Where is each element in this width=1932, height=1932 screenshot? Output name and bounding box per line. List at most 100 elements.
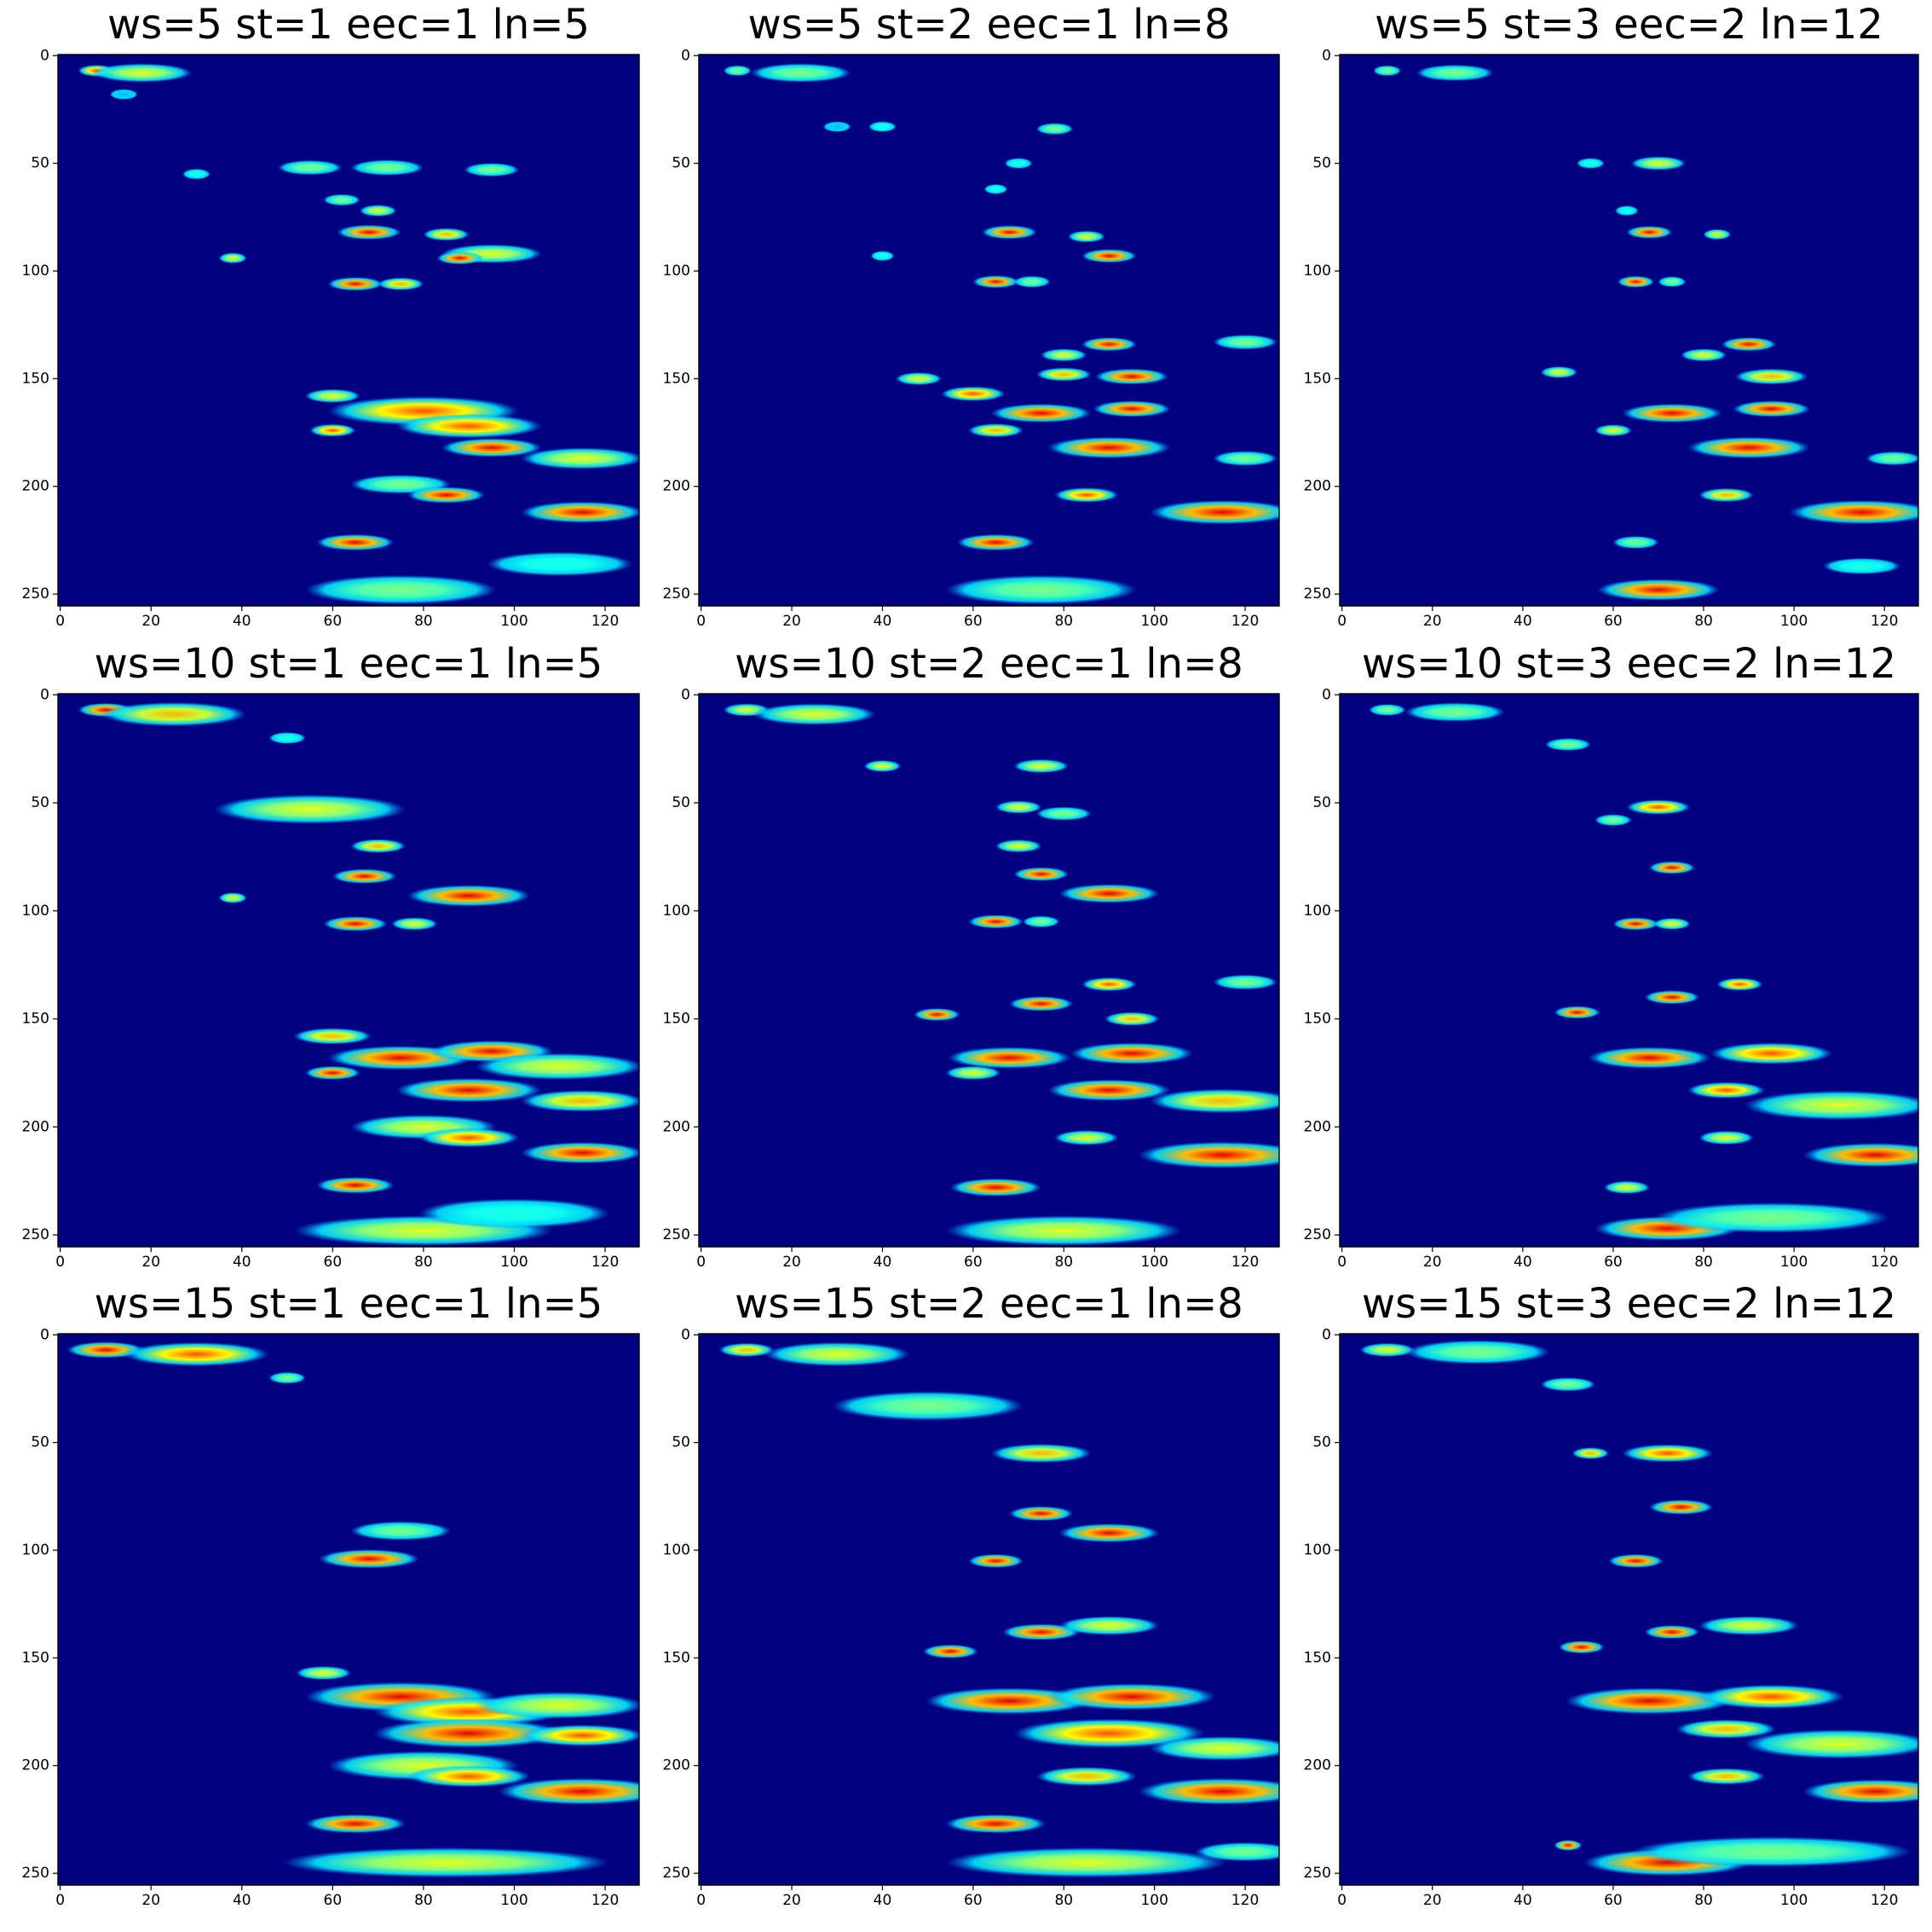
heat-spot: [1680, 349, 1727, 362]
x-tick-label: 0: [55, 1254, 65, 1271]
heat-spot: [332, 868, 397, 884]
y-tick-label: 150: [1304, 1649, 1331, 1666]
heat-spot: [316, 1177, 395, 1194]
heat-spot: [1149, 1736, 1279, 1761]
x-tick-label: 80: [414, 1254, 433, 1271]
heat-spot: [1053, 1130, 1119, 1145]
heat-spot: [100, 701, 247, 727]
y-tick-label: 250: [22, 1226, 49, 1243]
x-tick-label: 80: [1694, 613, 1713, 630]
heat-spot: [1614, 205, 1639, 216]
y-tick-label: 0: [40, 47, 49, 64]
heat-spot: [1698, 1616, 1800, 1635]
heat-spot: [1558, 1641, 1606, 1654]
y-tick-label: 200: [1304, 1757, 1331, 1774]
axes-frame: [698, 1333, 1280, 1886]
heat-spot: [1093, 401, 1171, 418]
heat-spot: [1404, 702, 1506, 722]
heat-spot: [407, 1765, 531, 1788]
heat-spot: [1008, 1506, 1074, 1521]
heat-spot: [1565, 1687, 1734, 1715]
x-tick-label: 100: [1140, 1254, 1168, 1271]
heat-spot: [1213, 451, 1278, 466]
axes-frame: [57, 54, 640, 607]
heat-spot: [520, 1724, 639, 1746]
y-tick-label: 200: [1304, 1118, 1331, 1135]
x-tick-label: 20: [141, 1892, 160, 1909]
axes-frame: [1339, 54, 1919, 607]
y-tick-label: 200: [663, 478, 690, 495]
heat-spot: [1698, 1130, 1755, 1145]
heatmap-cells: [723, 63, 1279, 605]
x-tick-label: 120: [1871, 1254, 1898, 1271]
y-tick-label: 250: [663, 1865, 690, 1882]
axes-frame: [1339, 693, 1919, 1248]
heat-spot: [304, 389, 360, 403]
x-tick-label: 80: [1054, 1892, 1073, 1909]
heat-spot: [1047, 1079, 1171, 1101]
heat-spot: [1648, 1499, 1714, 1515]
heat-spot: [972, 275, 1019, 289]
heat-spot: [1658, 276, 1687, 287]
heat-spot: [822, 121, 851, 132]
panel-title: ws=10 st=3 eec=2 ln=12: [1362, 640, 1896, 688]
x-tick-label: 80: [414, 613, 433, 630]
heat-spot: [1630, 1837, 1912, 1867]
heat-spot: [182, 168, 211, 180]
heat-spot: [304, 1065, 360, 1081]
panel-title: ws=5 st=2 eec=1 ln=8: [747, 1, 1230, 49]
heat-spot: [318, 1548, 420, 1569]
x-tick-label: 20: [1423, 1254, 1442, 1271]
heat-spot: [1687, 1768, 1766, 1785]
heat-spot: [123, 1341, 270, 1367]
x-tick-label: 0: [1337, 1254, 1347, 1271]
y-tick-label: 0: [1322, 1326, 1331, 1343]
x-tick-label: 60: [964, 1254, 983, 1271]
y-tick-label: 250: [663, 585, 690, 603]
heat-spot: [1721, 337, 1777, 352]
heat-spot: [718, 1342, 775, 1358]
y-tick-label: 0: [40, 686, 49, 703]
y-tick-label: 150: [22, 370, 49, 387]
y-tick-label: 150: [1304, 1011, 1331, 1028]
heat-spot: [1058, 1616, 1160, 1635]
heat-spot: [1013, 758, 1070, 774]
heat-spot: [1617, 275, 1655, 288]
y-tick-label: 150: [663, 1649, 690, 1666]
heat-spot: [1540, 366, 1578, 378]
heat-spot: [1540, 1377, 1596, 1392]
y-tick-label: 100: [663, 262, 690, 280]
x-tick-label: 60: [1604, 1892, 1623, 1909]
x-tick-label: 20: [141, 1254, 160, 1271]
x-tick-label: 120: [1231, 1892, 1259, 1909]
heat-spot: [1595, 424, 1632, 436]
heat-spot: [832, 1391, 1024, 1421]
heat-spot: [1149, 499, 1279, 525]
heat-spot: [109, 89, 138, 101]
x-tick-label: 120: [591, 1254, 619, 1271]
heat-spot: [981, 225, 1038, 239]
x-tick-label: 120: [591, 1892, 619, 1909]
heat-spot: [868, 121, 897, 132]
heat-spot: [1138, 1141, 1279, 1168]
heat-spot: [1744, 1729, 1918, 1759]
axes-frame: [1339, 1333, 1919, 1886]
heat-spot: [520, 1142, 639, 1164]
y-tick-label: 250: [1304, 1226, 1331, 1243]
heat-spot: [1588, 1047, 1711, 1069]
y-tick-label: 200: [663, 1118, 690, 1135]
heat-spot: [1612, 917, 1659, 931]
heat-spot: [1866, 451, 1918, 465]
y-tick-label: 200: [22, 1757, 49, 1774]
heat-spot: [949, 1178, 1042, 1197]
heat-spot: [895, 372, 943, 385]
y-tick-label: 0: [681, 1326, 690, 1343]
y-tick-label: 50: [1312, 155, 1331, 172]
plot-background: [58, 55, 639, 606]
heat-spot: [922, 1644, 978, 1658]
heat-spot: [1081, 977, 1138, 992]
y-tick-label: 0: [1322, 47, 1331, 64]
heat-spot: [1612, 535, 1659, 549]
heat-spot: [945, 1215, 1183, 1246]
x-tick-label: 120: [1231, 1254, 1259, 1271]
